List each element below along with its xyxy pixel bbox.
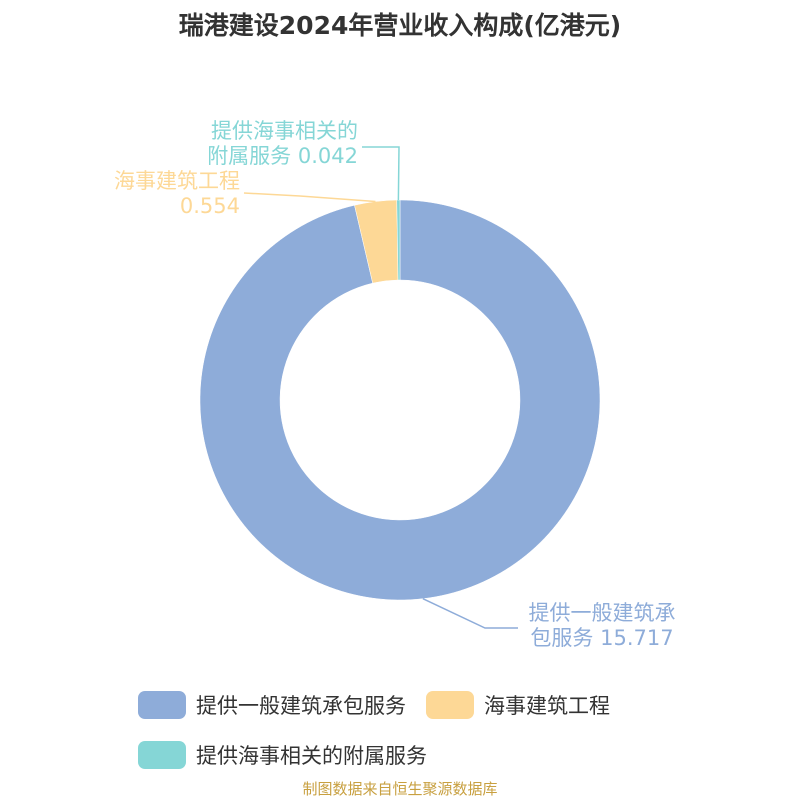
leader-line — [243, 192, 376, 203]
legend-label: 提供一般建筑承包服务 — [196, 694, 406, 718]
legend-item: 海事建筑工程 — [426, 690, 610, 720]
label-value: 0.042 — [297, 144, 358, 168]
legend-swatch — [426, 691, 474, 719]
slice-label: 提供一般建筑承包服务 15.717 — [522, 601, 682, 651]
legend-swatch — [138, 741, 186, 769]
chart-title: 瑞港建设2024年营业收入构成(亿港元) — [178, 11, 622, 40]
label-name: 提供一般建筑承包服务 — [528, 601, 676, 650]
donut-slice — [396, 199, 401, 281]
legend: 提供一般建筑承包服务 海事建筑工程提供海事相关的附属服务 — [138, 690, 698, 770]
legend-label: 海事建筑工程 — [484, 694, 610, 718]
label-name: 海事建筑工程 — [114, 169, 240, 193]
label-name: 提供海事相关的附属服务 — [207, 119, 358, 168]
legend-item: 提供一般建筑承包服务 — [138, 690, 406, 720]
legend-swatch — [138, 691, 186, 719]
donut-slice — [199, 199, 601, 601]
label-value: 15.717 — [600, 626, 674, 650]
label-value: 0.554 — [179, 194, 240, 218]
source-note: 制图数据来自恒生聚源数据库 — [302, 780, 498, 798]
legend-label: 提供海事相关的附属服务 — [196, 744, 427, 768]
leader-line — [362, 146, 400, 201]
leader-line — [422, 598, 518, 629]
slice-label: 海事建筑工程 0.554 — [106, 169, 240, 219]
legend-item: 提供海事相关的附属服务 — [138, 740, 427, 770]
slice-label: 提供海事相关的附属服务 0.042 — [200, 119, 358, 169]
